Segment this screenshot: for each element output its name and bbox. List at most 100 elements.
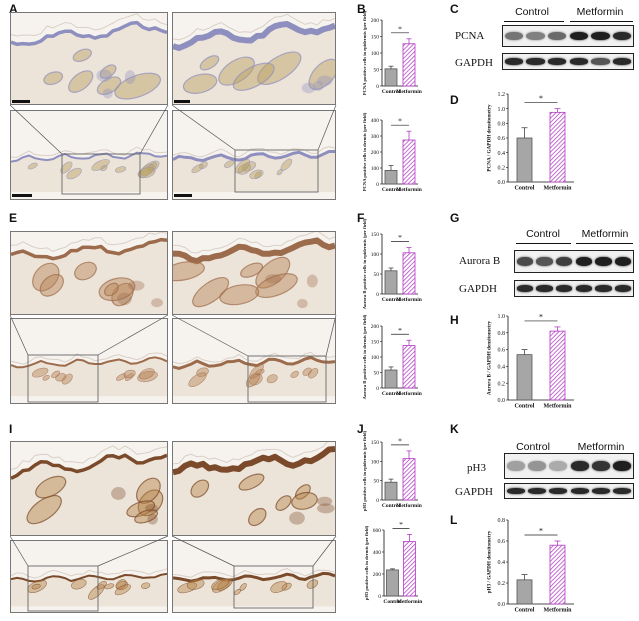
blot-band (591, 58, 610, 65)
hair-follicle (32, 262, 60, 292)
y-tick-label: 0.0 (498, 180, 506, 186)
blot-band (548, 58, 567, 65)
blot-band (526, 31, 545, 41)
micrograph-pcna-metformin-zoom (172, 12, 336, 105)
y-tick-label: 0.0 (498, 398, 506, 404)
group-label-control: Control (515, 6, 549, 18)
y-tick-label: 100 (371, 355, 380, 361)
epidermis (11, 20, 167, 47)
micrograph-aurora-control-zoom (10, 231, 168, 315)
scale-bar (174, 100, 190, 103)
hair-follicle (199, 55, 220, 71)
epidermis (173, 237, 335, 265)
x-tick-label: Metformin (396, 297, 422, 303)
tissue-image (173, 319, 335, 403)
micrograph-pcna-metformin-overview (172, 110, 336, 200)
micrograph-ph3-metformin-zoom (172, 441, 336, 536)
blot-band (614, 256, 632, 267)
group-label-control: Control (526, 228, 560, 240)
y-tick-label: 0 (376, 182, 379, 188)
sebaceous-gland (306, 274, 318, 288)
stratum-corneum (173, 13, 335, 41)
hair-follicle (255, 273, 298, 299)
hair-follicle (115, 579, 127, 590)
y-tick-label: 1.2 (498, 92, 506, 98)
bar-control (516, 137, 533, 183)
y-tick-label: 150 (371, 339, 380, 345)
x-tick-label: Metformin (544, 608, 573, 614)
hair-follicle (173, 260, 205, 282)
y-tick-label: 0.8 (498, 121, 506, 127)
bar-metformin (402, 458, 416, 501)
scale-bar (12, 194, 32, 197)
panel-label-E: E (9, 211, 18, 225)
y-tick-label: 50 (374, 67, 380, 73)
western-blot-aurora-b: Control Metformin Aurora B GAPDH (455, 220, 635, 300)
blot-loading-row (514, 280, 634, 297)
blot-target-row (502, 25, 634, 47)
hair-follicle (219, 284, 260, 306)
y-tick-label: 200 (373, 572, 382, 578)
dermis (11, 22, 167, 104)
x-tick-label: Metformin (396, 503, 422, 509)
bar-control (384, 170, 398, 185)
y-tick-label: 0 (376, 386, 379, 392)
y-tick-label: 300 (371, 134, 380, 140)
bar-chart-ph3-densitometry: 0.0 0.2 0.4 0.6 0.8 pH3 / GAPDH densitometry C… (487, 518, 574, 614)
y-tick-label: 0.8 (498, 518, 506, 524)
y-tick-label: 50 (374, 370, 380, 376)
panel-label-F: F (357, 211, 365, 225)
blot-band (504, 58, 523, 65)
stratum-corneum (173, 442, 328, 465)
hair-follicle (99, 64, 117, 79)
hair-follicle (39, 273, 64, 297)
bar-control (386, 569, 399, 597)
hair-follicle (123, 369, 136, 379)
bar-chart-ph3-epidermis: 0 50 100 150 pH3 positive cells in epidermis… (362, 430, 422, 511)
y-tick-label: 600 (373, 528, 382, 534)
y-tick-label: 50 (374, 272, 380, 278)
y-tick-label: 0.8 (498, 331, 506, 337)
blot-band (575, 256, 593, 267)
scale-bar (174, 194, 192, 197)
sebaceous-gland (96, 69, 112, 82)
hair-follicle (114, 72, 162, 100)
epidermis (11, 453, 167, 480)
bar-chart-pcna-dermis: 0 100 200 300 400 PCNA positive cells in derm… (362, 112, 422, 193)
micrograph-aurora-metformin-overview (172, 318, 336, 404)
blot-band (592, 487, 610, 495)
hair-follicle (72, 48, 92, 63)
bar-chart-pcna-densitometry: 0.0 0.2 0.4 0.6 0.8 1.0 1.2 PCNA / GAPDH densit… (487, 92, 574, 192)
y-tick-label: 100 (371, 166, 380, 172)
blot-band (516, 256, 534, 267)
epidermis (11, 237, 167, 261)
x-tick-label: Metformin (397, 599, 423, 605)
micrograph-pcna-control-zoom (10, 12, 168, 105)
y-axis-label: pH3 positive cells in epidermis (per fie… (362, 430, 367, 511)
group-line (516, 243, 571, 244)
y-tick-label: 1.0 (498, 314, 506, 320)
sebaceous-gland (111, 487, 126, 500)
target-label: Aurora B (459, 255, 501, 267)
significance-star: * (399, 520, 403, 529)
sebaceous-gland (297, 298, 308, 309)
bar-metformin (402, 252, 416, 295)
bar-metformin (549, 330, 566, 401)
hair-follicle (240, 262, 264, 278)
tissue-image (173, 442, 335, 535)
x-tick-label: Control (382, 187, 401, 193)
hair-follicle (294, 484, 311, 500)
tissue-image (11, 13, 167, 104)
x-tick-label: Metformin (544, 186, 573, 192)
tissue-image (11, 541, 167, 612)
hair-follicle (238, 473, 265, 491)
bar-control (384, 369, 398, 389)
blot-band (549, 460, 568, 472)
tissue-image (11, 232, 167, 314)
y-tick-label: 50 (374, 479, 380, 485)
y-tick-label: 0.4 (498, 365, 506, 371)
x-tick-label: Control (382, 297, 401, 303)
blot-band (613, 460, 632, 472)
hair-follicle (275, 495, 292, 511)
x-tick-label: Control (382, 89, 401, 95)
